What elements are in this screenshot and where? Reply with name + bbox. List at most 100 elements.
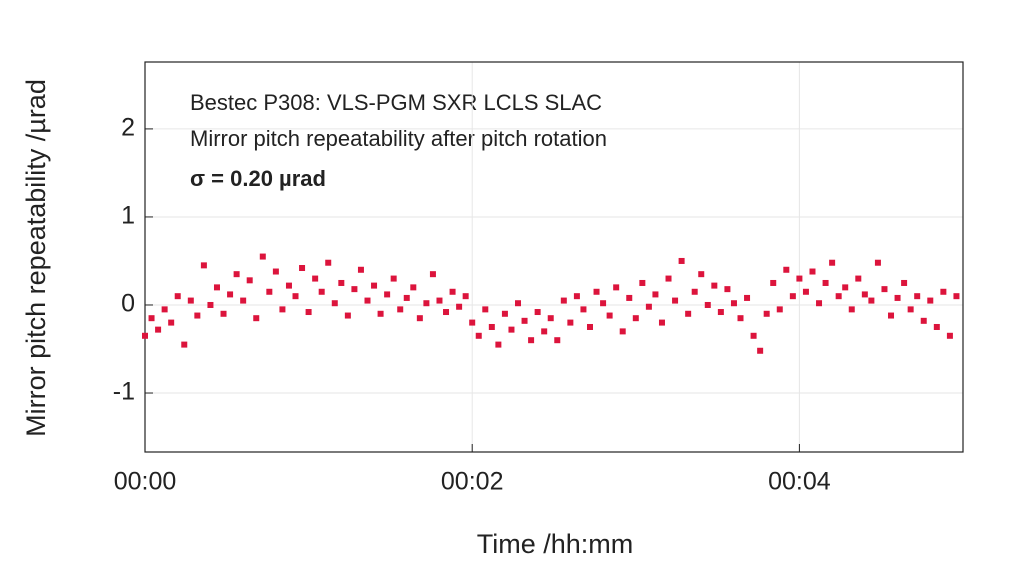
point	[711, 282, 718, 289]
point	[678, 257, 685, 264]
point	[253, 315, 260, 322]
point	[220, 310, 227, 317]
point	[331, 300, 338, 307]
point	[515, 300, 522, 307]
point	[495, 341, 502, 348]
point	[685, 310, 692, 317]
point	[266, 288, 273, 295]
point	[429, 271, 436, 278]
point	[907, 306, 914, 313]
point	[848, 306, 855, 313]
y-axis-label: Mirror pitch repeatability /µrad	[21, 79, 51, 437]
point	[770, 279, 777, 286]
point	[796, 275, 803, 282]
point	[554, 337, 561, 344]
point	[724, 286, 731, 293]
point	[390, 275, 397, 282]
point	[207, 301, 214, 308]
point	[704, 301, 711, 308]
point	[744, 294, 751, 301]
point	[626, 294, 633, 301]
point	[482, 306, 489, 313]
point	[305, 309, 312, 316]
point	[789, 293, 796, 300]
point	[194, 312, 201, 319]
point	[351, 286, 358, 293]
point	[783, 266, 790, 273]
point	[403, 294, 410, 301]
plot-frame	[144, 61, 964, 453]
point	[842, 284, 849, 291]
point	[142, 332, 148, 339]
point	[586, 323, 593, 330]
point	[927, 297, 934, 304]
point	[868, 297, 875, 304]
point	[776, 306, 783, 313]
point	[953, 293, 960, 300]
point	[299, 265, 306, 272]
point	[292, 293, 299, 300]
point	[914, 293, 921, 300]
point	[940, 288, 947, 295]
annotation: σ = 0.20 µrad	[190, 166, 326, 191]
point	[763, 310, 770, 317]
point	[672, 297, 679, 304]
point	[580, 306, 587, 313]
point	[901, 279, 908, 286]
y-tick-label: 0	[121, 290, 135, 318]
point	[475, 332, 482, 339]
point	[691, 288, 698, 295]
point	[528, 337, 535, 344]
point	[573, 293, 580, 300]
point	[658, 319, 665, 326]
point	[521, 317, 528, 324]
point	[155, 326, 162, 333]
point	[894, 294, 901, 301]
point	[338, 279, 345, 286]
point	[606, 312, 613, 319]
point	[717, 309, 724, 316]
point	[371, 282, 378, 289]
x-tick-label: 00:02	[441, 468, 504, 496]
point	[829, 259, 836, 266]
point	[861, 291, 868, 298]
y-tick-label: -1	[113, 378, 135, 406]
point	[855, 275, 862, 282]
x-tick-label: 00:04	[768, 468, 831, 496]
point	[750, 332, 757, 339]
point	[312, 275, 319, 282]
point	[325, 259, 332, 266]
point	[233, 271, 240, 278]
point	[488, 323, 495, 330]
point	[279, 306, 286, 313]
point	[410, 284, 417, 291]
point	[946, 332, 953, 339]
point	[364, 297, 371, 304]
point	[200, 262, 207, 269]
point	[920, 317, 927, 324]
point	[802, 288, 809, 295]
annotation: Mirror pitch repeatability after pitch r…	[190, 126, 607, 151]
point	[665, 275, 672, 282]
point	[730, 300, 737, 307]
point	[462, 293, 469, 300]
point	[652, 291, 659, 298]
point	[560, 297, 567, 304]
point	[881, 286, 888, 293]
annotation: Bestec P308: VLS-PGM SXR LCLS SLAC	[190, 90, 602, 115]
point	[423, 300, 430, 307]
point	[259, 253, 266, 260]
point	[874, 259, 881, 266]
point	[416, 315, 423, 322]
point	[227, 291, 234, 298]
point	[757, 347, 764, 354]
point	[344, 312, 351, 319]
point	[384, 291, 391, 298]
x-tick-label: 00:00	[114, 468, 177, 496]
point	[397, 306, 404, 313]
point	[639, 279, 646, 286]
point	[148, 315, 155, 322]
point	[377, 310, 384, 317]
